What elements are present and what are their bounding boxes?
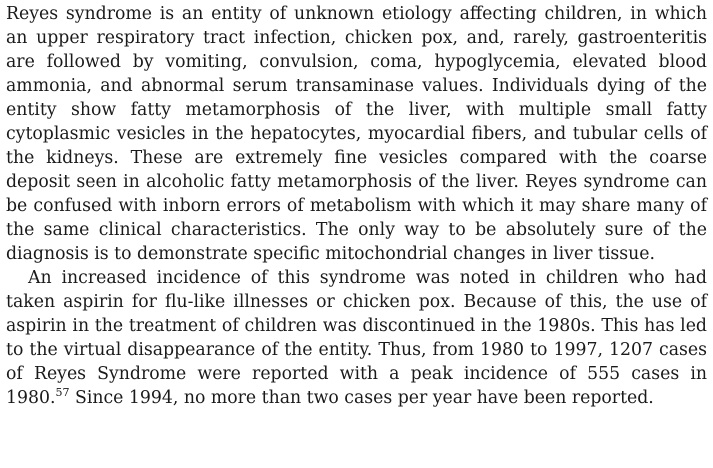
paragraph-reyes-definition: Reyes syndrome is an entity of unknown e…	[6, 4, 707, 264]
paragraph-text: An increased incidence of this syndrome …	[6, 268, 707, 408]
paragraph-aspirin-incidence: An increased incidence of this syndrome …	[6, 266, 707, 410]
paragraph-text-continued: Since 1994, no more than two cases per y…	[69, 388, 654, 408]
reference-superscript: 57	[55, 386, 70, 400]
